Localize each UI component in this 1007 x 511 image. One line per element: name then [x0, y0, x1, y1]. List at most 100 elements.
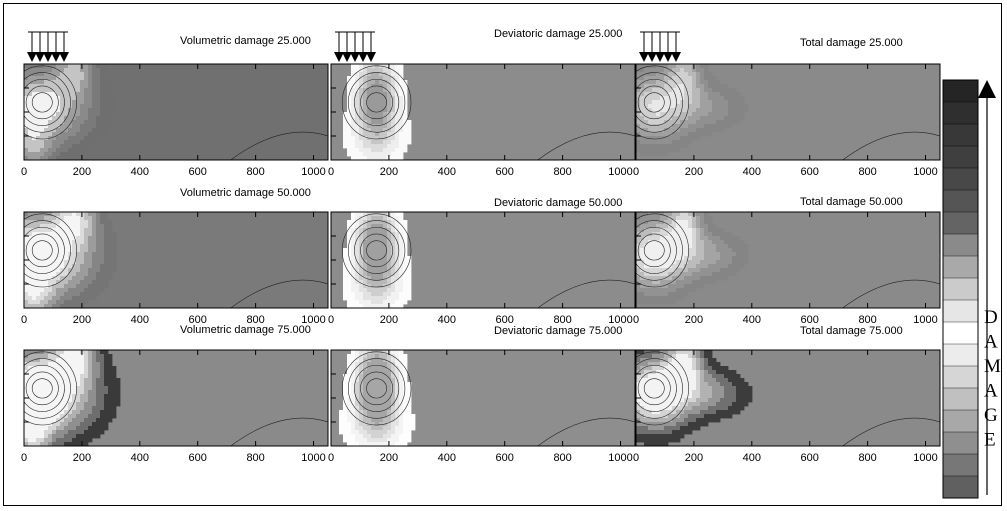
- contour-line: [31, 378, 53, 399]
- x-tick-label: 1000: [913, 314, 937, 326]
- damage-letter: D: [984, 307, 998, 328]
- colorbar-swatch: [942, 453, 979, 477]
- contour-line: [24, 358, 71, 419]
- contour-plot-3-2: 0 200 400 600 800 1000 Deviatoric damage 75.00…: [328, 325, 636, 464]
- contour-plot-1-3: 0 200 400 600 800 1000 Total damage 25.000: [633, 31, 941, 178]
- x-tick-label: 400: [743, 452, 761, 464]
- x-tick-label: 1000: [608, 166, 632, 178]
- contour-line: [347, 72, 406, 133]
- contour-line: [643, 240, 665, 261]
- contour-line: [842, 417, 940, 446]
- x-tick-label: 800: [246, 166, 264, 178]
- x-tick-label: 200: [73, 314, 91, 326]
- x-tick-label: 1000: [913, 166, 937, 178]
- x-tick-label: 200: [685, 314, 703, 326]
- colorbar-frame: [942, 79, 979, 499]
- damage-letter: M: [984, 356, 1001, 377]
- contour-line: [347, 358, 406, 419]
- x-tick-label: 800: [553, 452, 571, 464]
- colorbar-swatch: [942, 299, 979, 323]
- contour-line: [643, 378, 665, 399]
- contour-line: [341, 65, 412, 140]
- x-tick-label: 0: [328, 314, 334, 326]
- figure-frame: [3, 3, 1002, 506]
- contour-line: [230, 417, 328, 446]
- contour-line: [842, 279, 940, 308]
- plot-title: Deviatoric damage 75.000: [494, 325, 622, 337]
- plot-title: Deviatoric damage 50.000: [494, 197, 622, 209]
- colorbar-swatch: [942, 167, 979, 191]
- contour-line: [230, 131, 328, 160]
- contour-line: [636, 220, 683, 281]
- x-tick-label: 0: [21, 314, 27, 326]
- damage-letter: G: [984, 405, 998, 426]
- plot-title: Total damage 25.000: [800, 37, 903, 49]
- x-tick-label: 400: [438, 166, 456, 178]
- plot-title: Total damage 50.000: [800, 196, 903, 208]
- x-tick-label: 0: [328, 452, 334, 464]
- colorbar-swatch: [942, 321, 979, 345]
- contour-line: [341, 213, 412, 288]
- contour-line: [24, 226, 65, 274]
- contour-line: [636, 364, 677, 412]
- contour-plot-3-1: 0 200 400 600 800 1000 Volumetric damage 75.00…: [21, 324, 329, 464]
- colorbar-swatch: [942, 475, 979, 499]
- x-tick-label: 600: [189, 314, 207, 326]
- x-tick-label: 600: [496, 166, 514, 178]
- x-tick-label: 600: [801, 166, 819, 178]
- contour-line: [636, 358, 683, 419]
- contour-line: [347, 220, 406, 281]
- colorbar-swatch: [942, 343, 979, 367]
- x-tick-label: 200: [685, 452, 703, 464]
- contour-line: [537, 279, 635, 308]
- colorbar-swatch: [942, 211, 979, 235]
- plot-title: Volumetric damage 75.000: [180, 324, 311, 336]
- colorbar-swatch: [942, 431, 979, 455]
- plot-title: Volumetric damage 50.000: [180, 187, 311, 199]
- x-tick-label: 200: [685, 166, 703, 178]
- x-tick-label: 0: [21, 452, 27, 464]
- x-tick-label: 800: [858, 314, 876, 326]
- x-tick-label: 0: [633, 452, 639, 464]
- contour-line: [636, 78, 677, 126]
- contour-line: [25, 371, 59, 406]
- colorbar-swatch: [942, 189, 979, 213]
- x-tick-label: 800: [246, 314, 264, 326]
- x-tick-label: 1000: [301, 314, 325, 326]
- contour-line: [24, 220, 71, 281]
- plot-title: Total damage 75.000: [800, 325, 903, 337]
- contour-line: [354, 226, 400, 274]
- x-tick-label: 400: [743, 166, 761, 178]
- contour-line: [636, 226, 677, 274]
- damage-letter: A: [984, 332, 998, 353]
- colorbar-swatch: [942, 255, 979, 279]
- contour-line: [842, 131, 940, 160]
- x-tick-label: 200: [380, 452, 398, 464]
- x-tick-label: 400: [438, 452, 456, 464]
- contour-line: [31, 92, 53, 113]
- increasing-arrow-icon: [978, 80, 996, 495]
- contour-line: [366, 240, 387, 261]
- contour-line: [637, 371, 671, 406]
- contour-line: [230, 279, 328, 308]
- contour-line: [636, 65, 689, 140]
- load-arrows-icon: [27, 31, 69, 62]
- contour-line: [360, 371, 394, 406]
- load-arrows-icon: [639, 31, 681, 62]
- colorbar-swatch: [942, 277, 979, 301]
- plot-title: Volumetric damage 25.000: [180, 35, 311, 47]
- contour-line: [341, 351, 412, 426]
- x-tick-label: 1000: [608, 314, 632, 326]
- x-tick-label: 600: [801, 314, 819, 326]
- x-tick-label: 600: [189, 166, 207, 178]
- contour-line: [637, 233, 671, 268]
- contour-plot-2-3: 0 200 400 600 800 1000 Total damage 50.000: [633, 196, 941, 326]
- x-tick-label: 200: [380, 166, 398, 178]
- contour-line: [354, 78, 400, 126]
- x-tick-label: 0: [633, 166, 639, 178]
- x-tick-label: 0: [328, 166, 334, 178]
- x-tick-label: 1000: [913, 452, 937, 464]
